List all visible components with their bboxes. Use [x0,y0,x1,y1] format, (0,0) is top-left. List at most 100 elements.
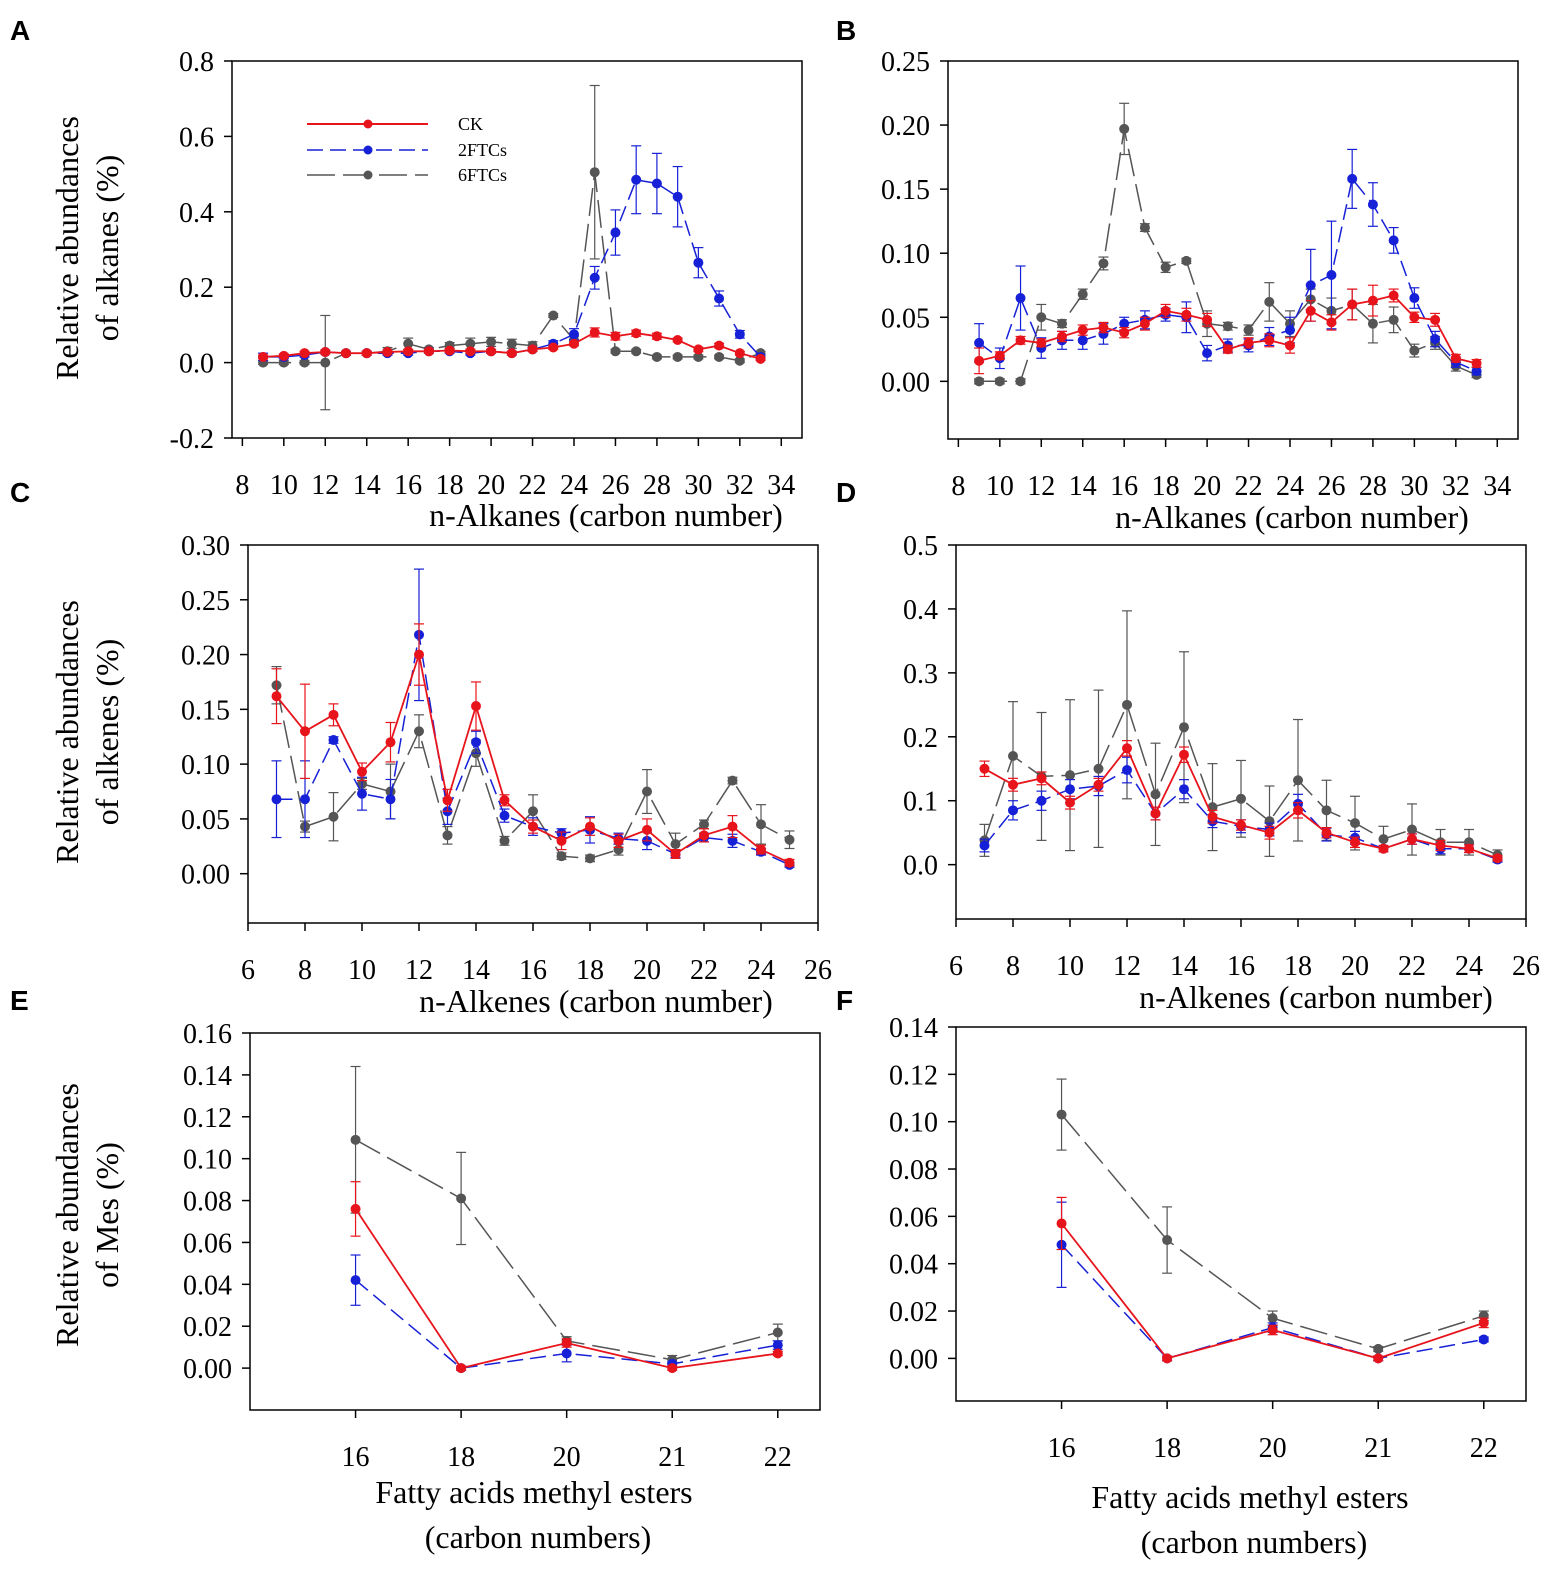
y-tick-label: 0.30 [181,531,230,562]
data-point [1388,314,1399,325]
x-tick-label: 18 [1284,951,1312,982]
x-axis: 6 8 10 12 14 16 18 20 22 24 26 [949,919,1540,982]
data-point [1305,305,1316,316]
data-point [357,766,367,777]
data-point [1008,750,1018,761]
series-layer [979,610,1503,865]
data-point [1162,1235,1173,1246]
data-point [271,691,282,702]
y-axis-title: of Mes (%) [89,1142,125,1288]
x-tick-label: 6 [949,951,963,982]
x-tick-label: 20 [633,955,661,986]
x-tick-label: 20 [1193,471,1221,502]
y-axis-title: Relative abundances [49,600,85,864]
data-point [1119,327,1130,338]
data-point [756,844,766,855]
plot-frame [247,544,819,924]
x-axis-title: Fatty acids methyl esters [1091,1479,1408,1515]
x-tick-label: 28 [643,470,671,501]
plot-frame [955,1026,1527,1402]
data-point [589,272,600,283]
data-point [1065,770,1075,781]
data-point [1350,818,1360,829]
series-ck [1056,1196,1489,1364]
data-point [699,830,709,841]
y-tick-label: 0.0 [903,851,938,882]
panel-f: F 0.00 0.02 0.04 0.06 0.08 0.10 0.12 0.14 16 18 2… [836,985,1527,1560]
data-point [672,351,683,362]
data-point [693,351,704,362]
data-point [569,329,579,340]
y-tick-label: 0.10 [183,1145,232,1176]
y-tick-label: 0.1 [903,787,938,818]
x-axis-title: n-Alkenes (carbon number) [419,983,773,1019]
data-point [548,342,559,353]
series-ck [350,1181,783,1374]
data-point [456,1193,467,1204]
data-point [693,344,704,355]
y-tick-label: 0.10 [889,1108,938,1139]
x-tick-label: 18 [436,470,464,501]
data-point [651,351,662,362]
data-point [734,348,745,359]
data-point [1122,765,1132,776]
data-point [299,348,310,359]
data-point [486,336,497,347]
y-tick-label: 0.08 [889,1155,938,1186]
legend-label-6ftcs: 6FTCs [458,165,507,185]
x-tick-label: 20 [553,1442,581,1473]
data-point [403,346,414,357]
series-line [263,172,761,364]
data-point [300,794,310,805]
x-tick-label: 32 [726,470,754,501]
x-tick-label: 12 [405,955,433,986]
x-tick-label: 18 [447,1442,475,1473]
y-tick-label: 0.20 [181,641,230,672]
x-tick-label: 34 [1483,471,1511,502]
data-point [1347,299,1358,310]
x-tick-label: 16 [519,955,547,986]
x-tick-label: 26 [1512,951,1540,982]
data-point [527,344,538,355]
series-6ftcs [350,1065,783,1365]
data-point [299,357,310,368]
y-tick-label: 0.14 [183,1061,232,1092]
data-point [423,346,434,357]
y-tick-label: 0.6 [179,122,214,153]
data-point [444,345,455,356]
data-point [1350,837,1360,848]
data-point [471,737,481,748]
series-layer [350,1065,783,1374]
series-ck [974,284,1482,375]
x-tick-label: 10 [986,471,1014,502]
data-point [1036,337,1047,348]
data-point [385,794,396,805]
panel-letter: D [836,477,856,508]
data-point [1181,309,1192,320]
panel-c: C 0.00 0.05 0.10 0.15 0.20 0.25 0.30 6 8 10 12 14 1… [10,477,832,1019]
y-tick-label: 0.08 [183,1187,232,1218]
series-layer [258,84,766,411]
data-point [1222,321,1233,332]
data-point [528,821,538,832]
data-point [1264,335,1275,346]
data-point [385,737,396,748]
x-axis-title: (carbon numbers) [1141,1524,1368,1560]
series-6ftcs [1056,1078,1489,1354]
data-point [589,167,600,178]
data-point [328,709,339,720]
data-point [642,786,652,797]
legend-marker-2ftcs [363,145,373,155]
series-2ftcs [350,1254,783,1374]
data-point [1179,722,1189,733]
data-point [456,1363,467,1374]
x-tick-label: 12 [1027,471,1055,502]
data-point [414,726,424,737]
data-point [727,821,738,832]
data-point [1378,843,1389,854]
x-axis: 8 10 12 14 16 18 20 22 24 26 28 30 32 34 [951,439,1511,502]
data-point [300,726,310,737]
x-tick-label: 20 [477,470,505,501]
y-tick-label: 0.10 [181,750,230,781]
y-tick-label: 0.10 [881,239,930,270]
